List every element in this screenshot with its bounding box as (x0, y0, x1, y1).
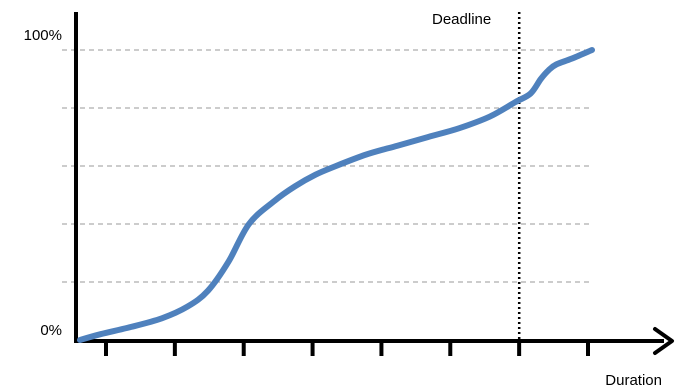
series-group (77, 47, 595, 343)
x-axis-arrow (653, 327, 674, 355)
x-axis-label: Duration (605, 372, 662, 389)
deadline-label: Deadline (432, 11, 491, 28)
y-axis-max-label: 100% (24, 27, 62, 44)
series-line (77, 47, 595, 343)
y-axis-min-label: 0% (40, 322, 62, 339)
x-axis-ticks (104, 341, 590, 356)
axes (74, 12, 674, 355)
gridlines (62, 49, 592, 283)
